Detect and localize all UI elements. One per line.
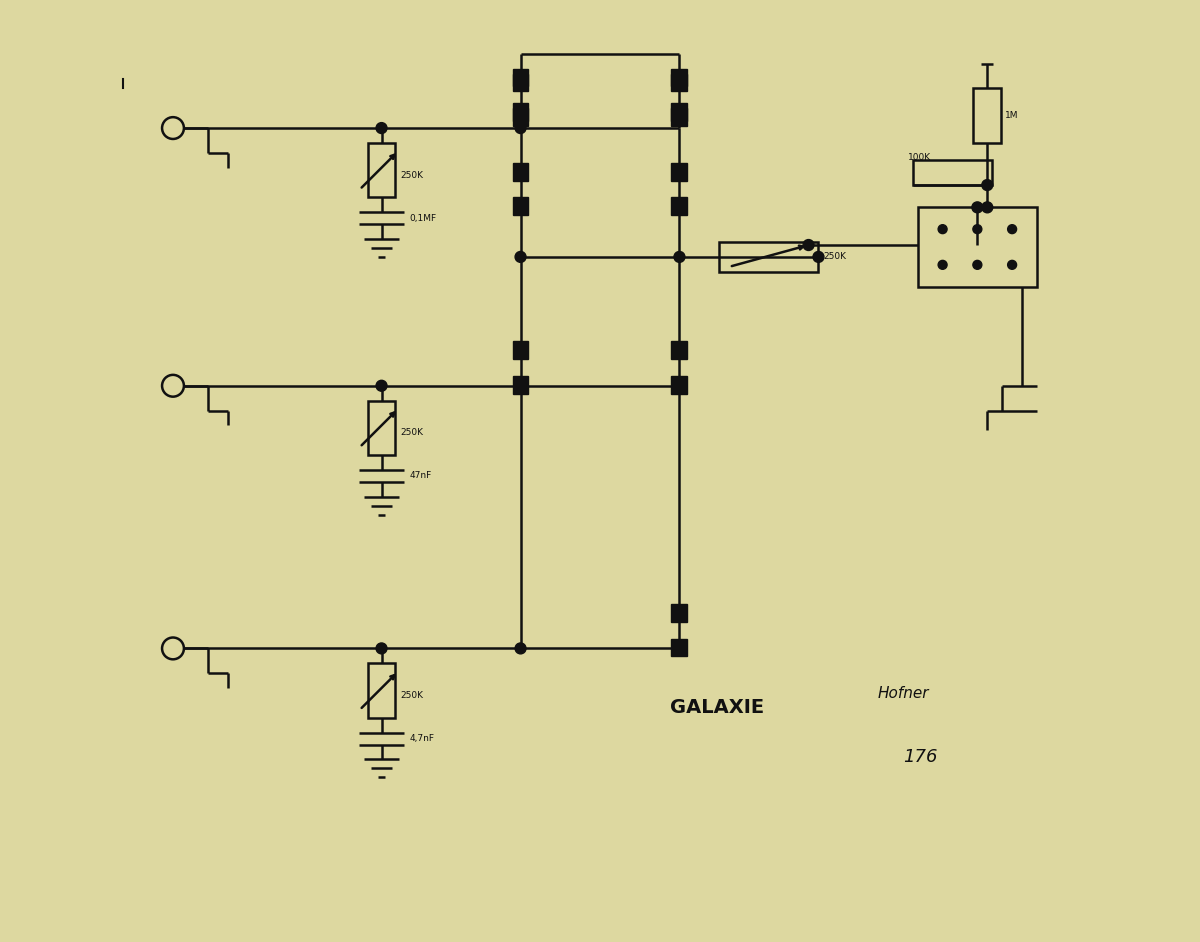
Bar	[672, 376, 688, 394]
Bar	[973, 89, 1001, 143]
Text: GALAXIE: GALAXIE	[670, 698, 763, 718]
Text: 176: 176	[902, 749, 937, 767]
Bar	[512, 104, 528, 122]
Circle shape	[973, 260, 982, 269]
Circle shape	[1008, 225, 1016, 234]
Bar	[672, 104, 688, 122]
Circle shape	[515, 643, 526, 654]
Text: 250K: 250K	[823, 252, 846, 262]
Circle shape	[938, 260, 947, 269]
Text: 0,1MF: 0,1MF	[409, 214, 437, 222]
Bar	[367, 143, 396, 198]
Text: 1M: 1M	[1006, 111, 1019, 121]
Circle shape	[376, 122, 386, 134]
Text: Hofner: Hofner	[878, 686, 930, 701]
Text: 250K: 250K	[401, 429, 424, 437]
Bar	[672, 604, 688, 622]
Bar	[367, 400, 396, 455]
Bar	[672, 108, 688, 126]
Bar	[512, 341, 528, 359]
Bar	[672, 73, 688, 91]
Bar	[719, 242, 818, 272]
Circle shape	[803, 239, 814, 251]
Circle shape	[376, 643, 386, 654]
Bar	[918, 207, 1037, 286]
Text: 100K: 100K	[908, 154, 931, 162]
Bar	[672, 639, 688, 657]
Circle shape	[938, 225, 947, 234]
Bar	[512, 198, 528, 216]
Circle shape	[972, 202, 983, 213]
Bar	[672, 341, 688, 359]
Circle shape	[674, 252, 685, 263]
Circle shape	[376, 381, 386, 391]
Circle shape	[982, 180, 992, 190]
Text: 4,7nF: 4,7nF	[409, 734, 434, 743]
Bar	[672, 69, 688, 87]
Bar	[512, 163, 528, 181]
Bar	[672, 198, 688, 216]
Text: 47nF: 47nF	[409, 471, 432, 480]
Circle shape	[1008, 260, 1016, 269]
Circle shape	[973, 225, 982, 234]
Bar	[367, 663, 396, 718]
Bar	[512, 69, 528, 87]
Bar	[672, 163, 688, 181]
Circle shape	[982, 202, 992, 213]
Bar	[913, 160, 992, 185]
Circle shape	[515, 122, 526, 134]
Bar	[512, 73, 528, 91]
Text: 250K: 250K	[401, 171, 424, 180]
Bar	[512, 108, 528, 126]
Text: 250K: 250K	[401, 691, 424, 700]
Circle shape	[515, 252, 526, 263]
Circle shape	[515, 381, 526, 391]
Circle shape	[814, 252, 824, 263]
Bar	[512, 376, 528, 394]
